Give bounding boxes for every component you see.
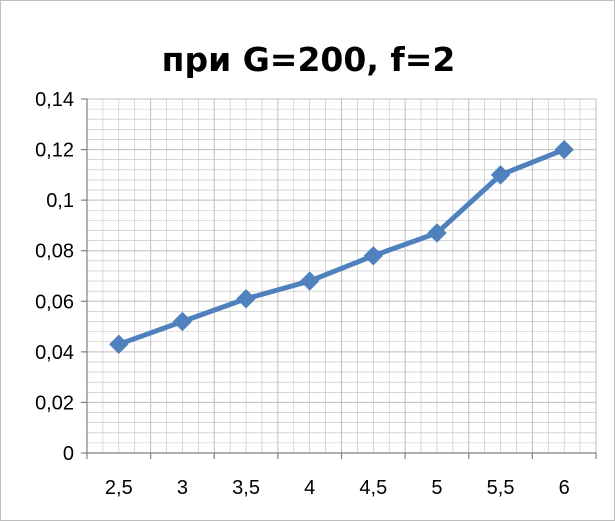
x-tick-label: 2,5 (105, 477, 133, 499)
data-point-marker (236, 289, 256, 309)
data-point-marker (363, 246, 384, 266)
data-point-marker (109, 334, 129, 354)
x-tick-label: 6 (559, 477, 570, 499)
y-tick-label: 0,02 (35, 392, 74, 414)
data-point-marker (172, 311, 193, 332)
y-tick-label: 0,04 (35, 342, 74, 364)
data-point-marker (299, 271, 320, 291)
data-point-marker (427, 223, 447, 243)
data-point-marker (554, 139, 574, 160)
y-tick-label: 0 (63, 443, 74, 465)
x-tick-label: 3,5 (232, 477, 260, 499)
x-tick-label: 4,5 (359, 477, 387, 499)
x-tick-label: 5 (431, 477, 442, 499)
x-tick-label: 3 (177, 477, 188, 499)
x-tick-label: 4 (304, 477, 315, 499)
y-tick-label: 0,14 (35, 89, 74, 111)
y-tick-label: 0,12 (35, 140, 74, 162)
y-tick-label: 0,1 (46, 190, 74, 212)
y-tick-label: 0,08 (35, 241, 74, 263)
series-line (116, 147, 567, 347)
chart-title: при G=200, f=2 (161, 40, 456, 79)
y-tick-label: 0,06 (35, 291, 74, 313)
data-point-marker (490, 165, 511, 185)
x-tick-label: 5,5 (487, 477, 515, 499)
